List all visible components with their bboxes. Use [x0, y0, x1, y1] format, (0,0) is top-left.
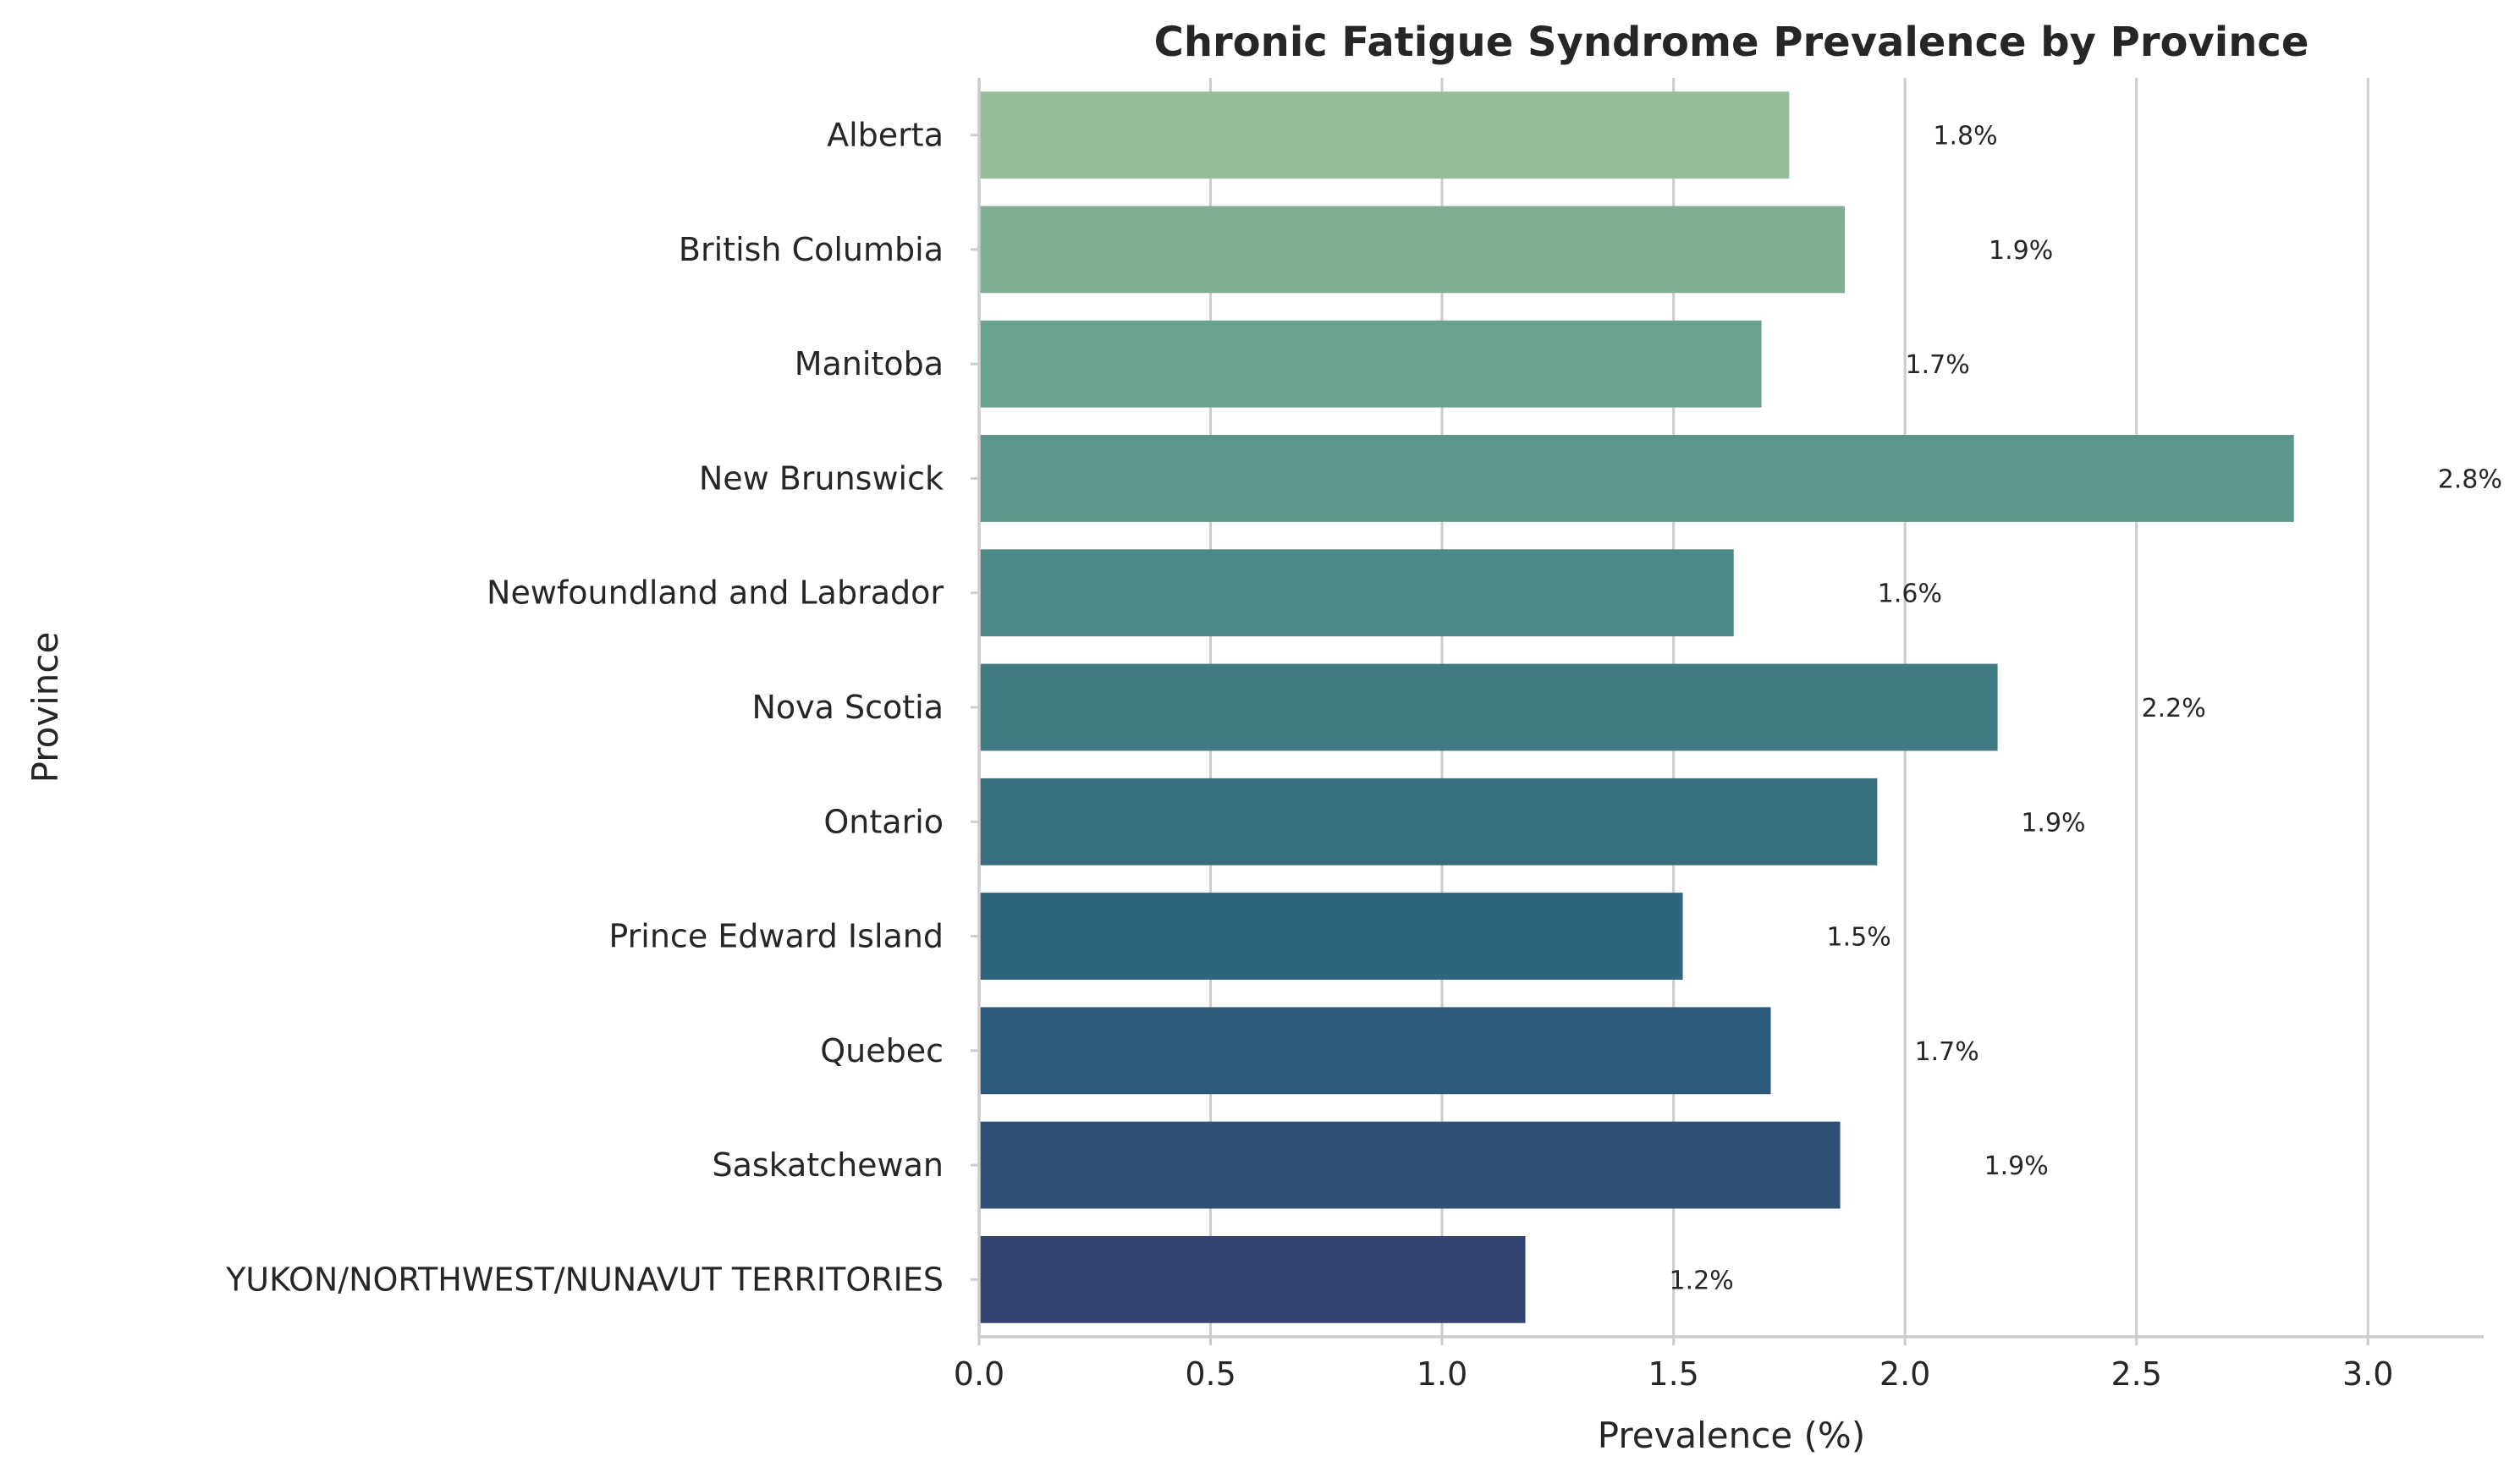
data-label: 1.8%: [1933, 122, 1997, 151]
bar: [979, 1007, 1771, 1095]
bar: [979, 663, 1998, 751]
bar: [979, 1235, 1526, 1323]
y-tick-label: Nova Scotia: [751, 689, 944, 726]
bar: [979, 1121, 1841, 1209]
y-tick-label: Manitoba: [795, 345, 944, 382]
data-label: 1.9%: [1984, 1151, 2049, 1181]
y-axis-label: Province: [25, 632, 66, 783]
bar: [979, 893, 1683, 980]
data-label: 1.7%: [1915, 1037, 1979, 1067]
x-tick-label: 0.5: [1185, 1355, 1235, 1393]
data-label: 1.2%: [1670, 1266, 1734, 1295]
data-label: 1.7%: [1906, 350, 1970, 380]
data-labels: 1.8% 1.9% 1.7% 2.8% 1.6% 2.2% 1.9% 1.5% 1.7% 1.9%…: [1670, 122, 2502, 1296]
data-label: 1.9%: [2021, 808, 2085, 838]
x-tick-label: 0.0: [954, 1355, 1004, 1393]
bars: [979, 91, 2294, 1323]
y-tick-label: Saskatchewan: [712, 1146, 944, 1184]
y-tick-label: New Brunswick: [699, 459, 944, 497]
x-tick-label: 1.5: [1648, 1355, 1698, 1393]
bar: [979, 206, 1846, 294]
x-tick-label: 2.0: [1879, 1355, 1930, 1393]
bar: [979, 549, 1734, 637]
y-tick-label: Ontario: [823, 803, 944, 840]
y-tick-label: Alberta: [827, 117, 944, 154]
data-label: 1.9%: [1989, 236, 2053, 266]
x-tick-label: 1.0: [1417, 1355, 1467, 1393]
y-tick-label: Newfoundland and Labrador: [487, 574, 944, 612]
y-tick-label: YUKON/NORTHWEST/NUNAVUT TERRITORIES: [225, 1261, 944, 1298]
y-tick-label: Prince Edward Island: [608, 918, 944, 955]
bar: [979, 91, 1790, 179]
bar: [979, 778, 1878, 866]
bar: [979, 320, 1762, 408]
y-tick-label: British Columbia: [679, 231, 944, 268]
data-label: 2.8%: [2438, 464, 2502, 494]
bar: [979, 435, 2294, 522]
data-label: 1.6%: [1878, 580, 1942, 609]
axis-ticks: 0.0 0.5 1.0 1.5 2.0 2.5 3.0 Alberta British Colu…: [225, 117, 2393, 1393]
data-label: 2.2%: [2142, 694, 2206, 723]
x-tick-label: 3.0: [2342, 1355, 2393, 1393]
y-tick-label: Quebec: [820, 1032, 944, 1069]
chart-title: Chronic Fatigue Syndrome Prevalence by P…: [1154, 19, 2309, 66]
x-tick-label: 2.5: [2111, 1355, 2161, 1393]
data-label: 1.5%: [1827, 923, 1891, 953]
x-axis-label: Prevalence (%): [1598, 1415, 1865, 1456]
